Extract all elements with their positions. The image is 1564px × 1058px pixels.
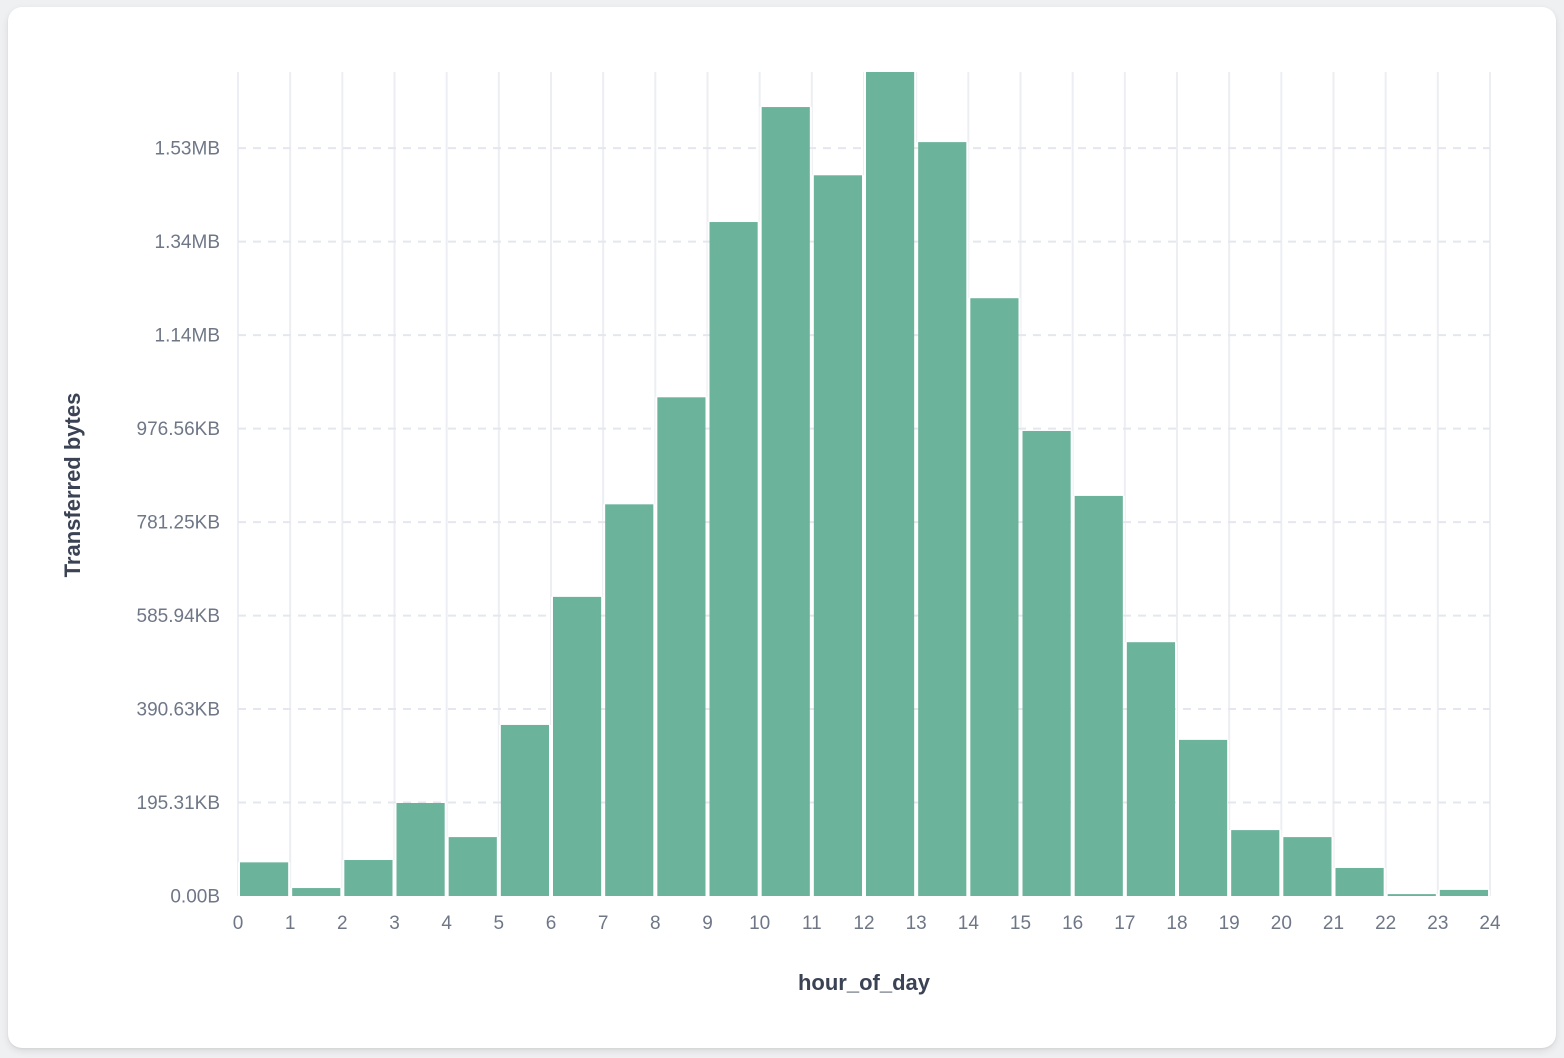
x-tick-label-19: 19 bbox=[1219, 913, 1240, 934]
y-tick-label-390.63KB: 390.63KB bbox=[137, 700, 220, 721]
x-tick-label-11: 11 bbox=[802, 913, 822, 934]
bar-hour-21[interactable] bbox=[1335, 867, 1384, 896]
bar-hour-22[interactable] bbox=[1387, 894, 1436, 896]
x-axis-tick-labels: 0 1 2 3 4 5 6 7 8 9 10 11 12 13 14 15 16 17 18 19 20 21 22 23 24 bbox=[233, 913, 1501, 934]
x-tick-label-16: 16 bbox=[1062, 913, 1083, 934]
x-tick-label-6: 6 bbox=[546, 913, 557, 934]
y-tick-label-976.56KB: 976.56KB bbox=[137, 419, 220, 440]
bar-hour-19[interactable] bbox=[1231, 830, 1280, 896]
histogram-chart: 0 1 2 3 4 5 6 7 8 9 10 11 12 13 14 15 16 17 18 19 20 21 22 23 24… bbox=[60, 72, 1501, 995]
bar-hour-13[interactable] bbox=[918, 142, 967, 896]
y-tick-label-781.25KB: 781.25KB bbox=[137, 513, 220, 534]
bar-hour-11[interactable] bbox=[813, 175, 862, 896]
bar-hour-20[interactable] bbox=[1283, 837, 1332, 896]
x-tick-label-4: 4 bbox=[441, 913, 452, 934]
x-tick-label-12: 12 bbox=[853, 913, 874, 934]
bar-backgrounds bbox=[238, 72, 1490, 896]
x-tick-label-8: 8 bbox=[650, 913, 661, 934]
y-tick-label-1.34MB: 1.34MB bbox=[155, 232, 220, 253]
bar-hour-15[interactable] bbox=[1022, 430, 1071, 896]
x-tick-label-23: 23 bbox=[1427, 913, 1448, 934]
bar-hour-3[interactable] bbox=[396, 802, 445, 896]
x-tick-label-14: 14 bbox=[958, 913, 980, 934]
bar-hour-16[interactable] bbox=[1074, 495, 1123, 896]
bar-hour-1[interactable] bbox=[292, 888, 341, 896]
x-tick-label-21: 21 bbox=[1323, 913, 1344, 934]
x-tick-label-0: 0 bbox=[233, 913, 244, 934]
x-tick-label-5: 5 bbox=[494, 913, 505, 934]
bar-hour-18[interactable] bbox=[1179, 739, 1228, 896]
chart-card: 0 1 2 3 4 5 6 7 8 9 10 11 12 13 14 15 16 17 18 19 20 21 22 23 24… bbox=[8, 7, 1556, 1048]
x-tick-label-7: 7 bbox=[598, 913, 609, 934]
bar-hour-4[interactable] bbox=[448, 837, 497, 896]
bar-hour-2[interactable] bbox=[344, 860, 393, 896]
y-tick-label-1.14MB: 1.14MB bbox=[155, 326, 220, 347]
x-tick-label-22: 22 bbox=[1375, 913, 1396, 934]
bar-hour-0[interactable] bbox=[240, 862, 289, 896]
bars-group bbox=[240, 72, 1488, 896]
y-tick-label-195.31KB: 195.31KB bbox=[137, 793, 220, 814]
x-tick-label-15: 15 bbox=[1010, 913, 1031, 934]
x-tick-label-9: 9 bbox=[702, 913, 713, 934]
x-tick-label-17: 17 bbox=[1114, 913, 1135, 934]
x-tick-label-24: 24 bbox=[1479, 913, 1501, 934]
bar-hour-7[interactable] bbox=[605, 504, 654, 896]
x-tick-label-13: 13 bbox=[906, 913, 927, 934]
x-tick-label-20: 20 bbox=[1271, 913, 1292, 934]
bar-hour-17[interactable] bbox=[1126, 642, 1175, 896]
bar-hour-23[interactable] bbox=[1439, 889, 1488, 896]
x-tick-label-18: 18 bbox=[1166, 913, 1187, 934]
bar-hour-8[interactable] bbox=[657, 397, 706, 896]
y-axis-title: Transferred bytes bbox=[60, 393, 85, 578]
y-axis-tick-labels: 0.00B 195.31KB 390.63KB 585.94KB 781.25KB 976… bbox=[137, 139, 220, 908]
y-tick-label-0.00B: 0.00B bbox=[170, 887, 220, 908]
x-tick-label-10: 10 bbox=[749, 913, 770, 934]
x-tick-label-2: 2 bbox=[337, 913, 348, 934]
bar-hour-6[interactable] bbox=[553, 596, 602, 896]
bar-hour-14[interactable] bbox=[970, 298, 1019, 896]
bar-hour-9[interactable] bbox=[709, 222, 758, 896]
x-tick-label-1: 1 bbox=[285, 913, 296, 934]
y-tick-label-1.53MB: 1.53MB bbox=[155, 139, 220, 160]
bar-hour-5[interactable] bbox=[500, 724, 549, 896]
x-axis-title: hour_of_day bbox=[798, 970, 931, 995]
bar-hour-12[interactable] bbox=[866, 72, 915, 896]
bar-hour-10[interactable] bbox=[761, 107, 810, 896]
y-tick-label-585.94KB: 585.94KB bbox=[137, 606, 220, 627]
x-tick-label-3: 3 bbox=[389, 913, 400, 934]
